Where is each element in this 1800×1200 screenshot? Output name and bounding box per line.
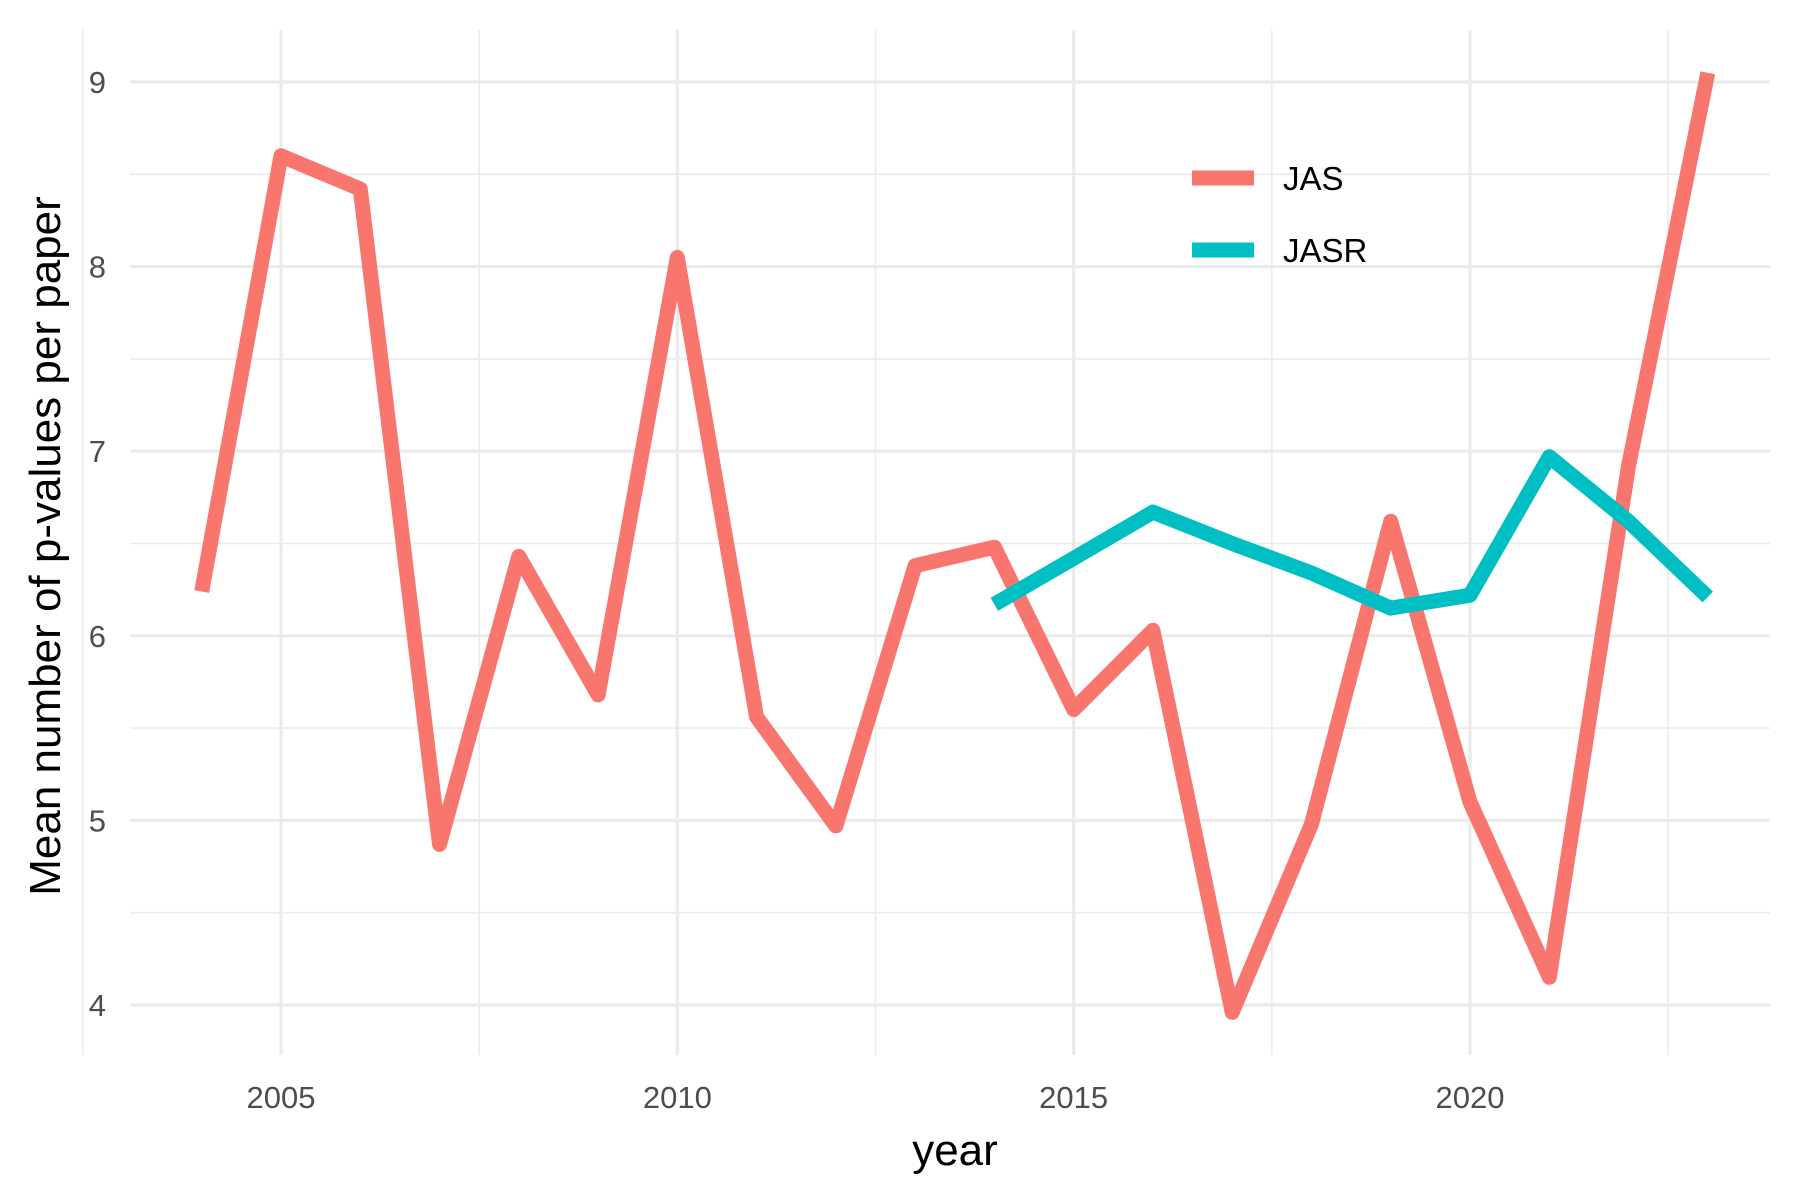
x-tick-label: 2010 bbox=[643, 1080, 712, 1115]
x-tick-label: 2020 bbox=[1436, 1080, 1505, 1115]
x-tick-label: 2015 bbox=[1039, 1080, 1108, 1115]
y-tick-label: 6 bbox=[89, 619, 106, 654]
legend-label-jasr: JASR bbox=[1283, 232, 1367, 269]
x-tick-label: 2005 bbox=[247, 1080, 316, 1115]
legend-label-jas: JAS bbox=[1283, 160, 1344, 197]
legend: JAS JASR bbox=[1192, 160, 1367, 269]
y-tick-label: 8 bbox=[89, 250, 106, 285]
y-tick-label: 9 bbox=[89, 65, 106, 100]
y-tick-label: 5 bbox=[89, 803, 106, 838]
x-axis-title: year bbox=[912, 1126, 998, 1175]
series-lines bbox=[194, 71, 1716, 1020]
y-tick-label: 4 bbox=[89, 988, 106, 1023]
y-axis-title: Mean number of p-values per paper bbox=[21, 196, 70, 896]
series-line-jas bbox=[194, 71, 1716, 1020]
y-tick-label: 7 bbox=[89, 434, 106, 469]
series-line-jasr bbox=[990, 449, 1713, 616]
x-axis-ticks: 2005 2010 2015 2020 bbox=[247, 1080, 1505, 1115]
grid bbox=[82, 30, 1770, 1055]
y-axis-ticks: 4 5 6 7 8 9 bbox=[89, 65, 106, 1023]
